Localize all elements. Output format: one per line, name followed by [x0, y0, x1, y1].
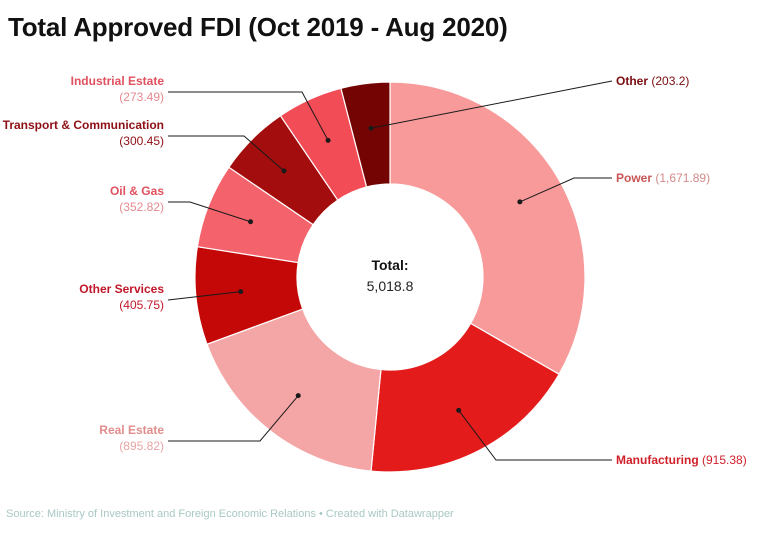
label-value: (352.82)	[119, 200, 164, 214]
leader-line-industrial-estate	[168, 91, 329, 141]
label-value: (300.45)	[119, 134, 164, 148]
label-name: Industrial Estate	[71, 74, 165, 88]
center-total-label: Total:	[371, 257, 408, 273]
label-value: (895.82)	[119, 439, 164, 453]
leader-dot-power	[517, 199, 523, 205]
label-value: (405.75)	[119, 298, 164, 312]
label-name: Manufacturing	[616, 453, 702, 467]
leader-line-other-services	[167, 291, 241, 301]
center-total-value: 5,018.8	[367, 278, 414, 294]
donut-slices	[194, 81, 586, 473]
label-value: (203.2)	[651, 74, 689, 88]
label-oil-gas: Oil & Gas (352.82)	[110, 184, 164, 214]
leader-lines	[167, 80, 613, 461]
leader-dot-transport-communication	[281, 168, 287, 174]
leader-dot-industrial-estate	[325, 137, 331, 143]
label-name: Real Estate	[99, 423, 164, 437]
leader-line-power	[519, 177, 612, 203]
label-value: (915.38)	[702, 453, 747, 467]
leader-dot-oil-gas	[248, 219, 254, 225]
slice-other	[340, 81, 391, 188]
chart-title: Total Approved FDI (Oct 2019 - Aug 2020)	[8, 12, 508, 42]
label-real-estate: Real Estate (895.82)	[99, 423, 164, 453]
label-transport-communication: Transport & Communication (300.45)	[3, 118, 164, 148]
label-other-services: Other Services (405.75)	[79, 282, 164, 312]
leader-line-other	[370, 80, 613, 129]
label-name: Power	[616, 171, 655, 185]
donut-chart: Power (1,671.89) Manufacturing (915.38) Re…	[3, 74, 747, 473]
leader-line-manufacturing	[458, 410, 612, 461]
leader-line-oil-gas	[168, 201, 251, 223]
label-value: (1,671.89)	[655, 171, 710, 185]
label-name: Other Services	[79, 282, 164, 296]
label-power: Power (1,671.89)	[616, 171, 710, 185]
label-value: (273.49)	[119, 90, 164, 104]
slice-labels: Power (1,671.89) Manufacturing (915.38) Re…	[3, 74, 747, 467]
label-name: Oil & Gas	[110, 184, 164, 198]
label-industrial-estate: Industrial Estate (273.49)	[71, 74, 165, 104]
leader-dot-other-services	[238, 289, 244, 295]
leader-dot-real-estate	[295, 393, 301, 399]
label-name: Other	[616, 74, 651, 88]
leader-dot-manufacturing	[456, 407, 462, 413]
label-other: Other (203.2)	[616, 74, 689, 88]
leader-line-transport-communication	[168, 135, 285, 172]
slice-real-estate	[206, 308, 382, 472]
label-manufacturing: Manufacturing (915.38)	[616, 453, 747, 467]
slice-power	[389, 81, 586, 376]
label-name: Transport & Communication	[3, 118, 164, 132]
source-note: Source: Ministry of Investment and Forei…	[6, 508, 454, 520]
slice-manufacturing	[370, 322, 560, 473]
leader-line-real-estate	[168, 395, 299, 442]
leader-dot-other	[368, 125, 374, 131]
